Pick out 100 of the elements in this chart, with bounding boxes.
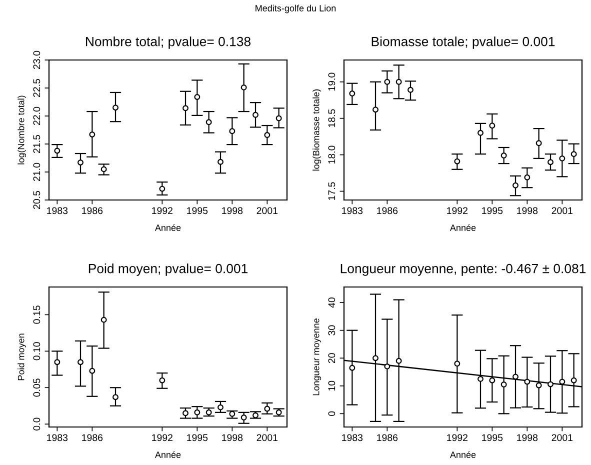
- point: [570, 151, 577, 158]
- point: [264, 406, 270, 412]
- y-tick-label: 10: [328, 380, 336, 391]
- text: Medits-golfe du Lion: [256, 4, 336, 14]
- point: [100, 166, 107, 172]
- point: [206, 409, 212, 416]
- point: [100, 316, 107, 323]
- point: [240, 84, 247, 90]
- point: [372, 106, 378, 113]
- x-tick-label: 1998: [517, 434, 538, 442]
- y-tick-label: 23.0: [33, 50, 40, 69]
- point: [548, 381, 554, 388]
- point: [396, 78, 402, 85]
- point: [112, 394, 118, 400]
- x-tick-label: 1992: [152, 434, 172, 442]
- point: [252, 112, 258, 118]
- point: [548, 159, 554, 166]
- y-tick-label: 17.5: [328, 182, 336, 200]
- point: [89, 368, 96, 374]
- y-tick-label: 18.5: [328, 109, 336, 128]
- point: [489, 122, 496, 129]
- x-tick-label: 1986: [82, 207, 103, 214]
- y-tick-label: 21.5: [33, 134, 40, 153]
- x-tick-label: 1983: [47, 434, 68, 442]
- y-tick-label: 21.0: [33, 162, 40, 181]
- point: [112, 104, 118, 111]
- point: [524, 378, 530, 385]
- point: [54, 359, 60, 366]
- x-tick-label: 1986: [377, 434, 398, 442]
- point: [276, 115, 282, 122]
- x-tick-label: 1992: [447, 434, 468, 442]
- point: [570, 377, 577, 384]
- x-tick-label: 1995: [482, 434, 503, 442]
- point: [240, 414, 247, 421]
- x-tick-label: 1986: [82, 434, 103, 442]
- point: [500, 152, 507, 159]
- point: [194, 409, 200, 416]
- point: [349, 90, 356, 97]
- point: [384, 363, 390, 370]
- point: [206, 119, 212, 126]
- point: [349, 364, 356, 371]
- point: [54, 148, 60, 154]
- x-tick-label: 1983: [342, 434, 363, 442]
- point: [512, 374, 518, 380]
- point: [78, 159, 84, 166]
- point: [182, 105, 188, 112]
- point: [159, 377, 166, 384]
- point: [218, 158, 224, 165]
- x-tick-label: 1998: [222, 207, 243, 214]
- x-tick-label: 2001: [552, 207, 573, 214]
- y-tick-label: 20.5: [33, 190, 40, 209]
- x-tick-label: 1995: [482, 207, 503, 214]
- point: [489, 377, 496, 384]
- point: [536, 140, 542, 146]
- y-tick-label: 0.15: [33, 306, 40, 324]
- y-tick-label: 0.10: [33, 342, 40, 360]
- point: [396, 358, 402, 364]
- chart-title: Longueur moyenne, pente: -0.467 ± 0.081: [340, 264, 586, 276]
- point: [159, 186, 166, 192]
- x-tick-label: 1995: [187, 434, 208, 442]
- x-axis-title: Année: [154, 451, 181, 458]
- chart-title: Poid moyen; pvalue= 0.001: [88, 264, 248, 276]
- point: [194, 94, 200, 100]
- point: [408, 86, 414, 93]
- point: [454, 360, 460, 367]
- y-axis-title: log(Nombre total): [18, 96, 26, 164]
- point: [478, 130, 484, 136]
- x-tick-label: 1995: [187, 207, 208, 214]
- point: [512, 182, 518, 188]
- chart-title: Nombre total; pvalue= 0.138: [86, 36, 250, 49]
- x-tick-label: 1986: [377, 207, 398, 214]
- point: [218, 404, 224, 410]
- y-tick-label: 0.0: [33, 418, 40, 430]
- point: [524, 174, 530, 180]
- point: [276, 409, 282, 416]
- point: [264, 132, 270, 138]
- y-tick-label: 0: [328, 411, 336, 416]
- x-tick-label: 1983: [47, 207, 68, 214]
- point: [559, 155, 566, 162]
- y-tick-label: 20: [328, 353, 336, 364]
- y-axis-title: Longueur moyenne: [312, 318, 322, 396]
- x-axis-title: Année: [450, 224, 476, 231]
- x-tick-label: 1992: [447, 207, 468, 214]
- point: [500, 382, 507, 388]
- x-tick-label: 1998: [222, 434, 243, 442]
- y-tick-label: 18.0: [328, 146, 336, 164]
- y-axis-title: Poid moyen: [18, 334, 26, 380]
- y-tick-label: 40: [328, 298, 336, 308]
- chart-title: Biomasse totale; pvalue= 0.001: [372, 36, 555, 49]
- x-axis-title: Année: [450, 451, 476, 458]
- point: [536, 382, 542, 388]
- y-tick-label: 19.0: [328, 72, 336, 91]
- x-tick-label: 1992: [152, 207, 172, 214]
- y-axis-title: log(Biomasse totale): [312, 89, 322, 171]
- point: [478, 376, 484, 382]
- point: [89, 131, 96, 138]
- y-tick-label: 22.5: [33, 78, 40, 97]
- x-tick-label: 2001: [552, 434, 573, 442]
- point: [78, 359, 84, 366]
- y-tick-label: 22.0: [33, 106, 40, 125]
